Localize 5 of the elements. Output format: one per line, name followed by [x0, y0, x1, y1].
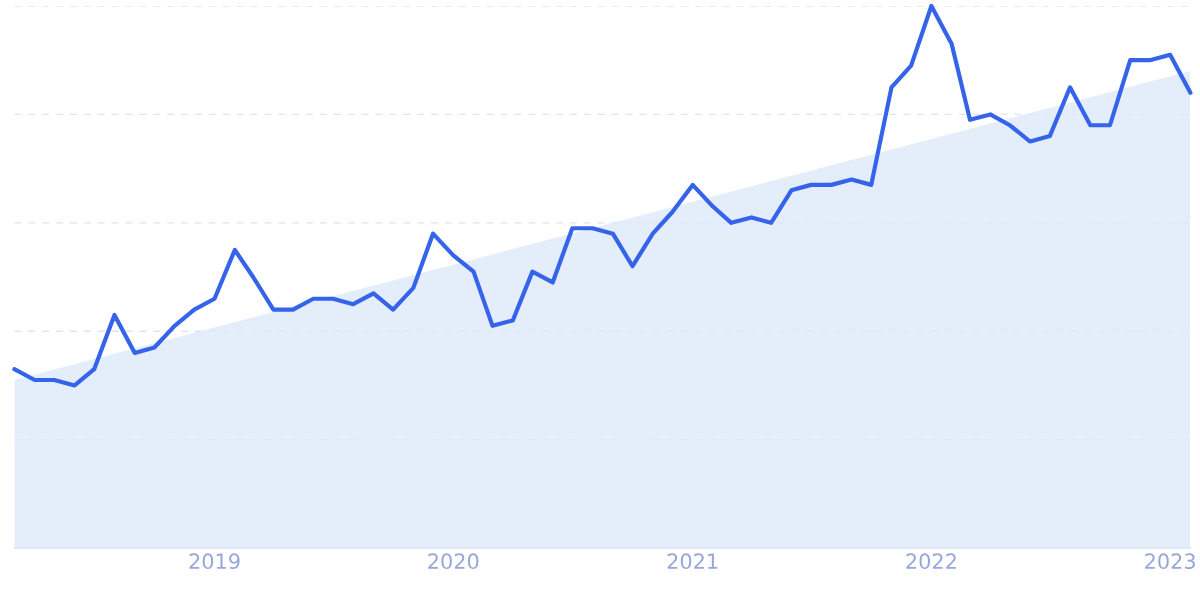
x-tick-label: 2020 — [428, 553, 479, 570]
x-tick-label: 2022 — [906, 553, 956, 570]
x-tick-label: 2023 — [1145, 553, 1195, 570]
x-tick-label: 2019 — [189, 553, 240, 570]
x-tick-label: 2021 — [667, 553, 718, 570]
